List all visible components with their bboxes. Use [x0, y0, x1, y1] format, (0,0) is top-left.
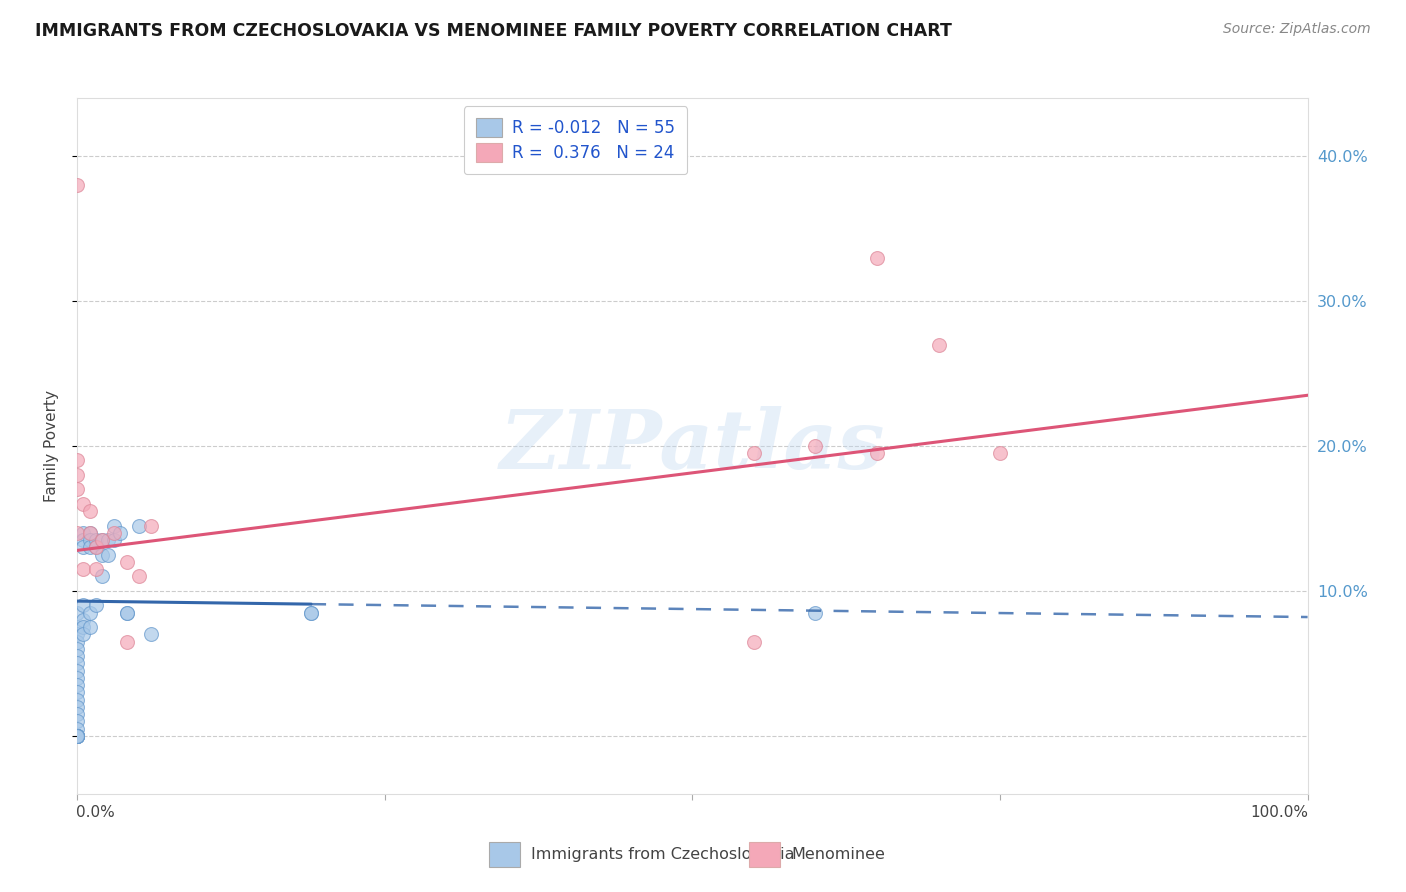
- Point: [66, 722, 89, 736]
- Point: [66, 729, 89, 743]
- Point: [66, 634, 89, 648]
- Point: [79, 525, 101, 540]
- Point: [66, 729, 89, 743]
- Point: [79, 533, 101, 548]
- Point: [66, 525, 89, 540]
- Point: [97, 548, 120, 562]
- Point: [66, 729, 89, 743]
- Point: [84, 533, 107, 548]
- Point: [72, 497, 94, 511]
- Text: ZIPatlas: ZIPatlas: [499, 406, 886, 486]
- Text: Source: ZipAtlas.com: Source: ZipAtlas.com: [1223, 22, 1371, 37]
- Point: [299, 606, 322, 620]
- Text: 0.0%: 0.0%: [76, 805, 115, 821]
- Point: [128, 569, 150, 583]
- Point: [866, 446, 889, 460]
- Point: [79, 541, 101, 555]
- Point: [804, 606, 827, 620]
- Point: [84, 541, 107, 555]
- Point: [742, 446, 765, 460]
- Point: [110, 525, 132, 540]
- Point: [72, 620, 94, 634]
- Point: [72, 525, 94, 540]
- Point: [66, 671, 89, 685]
- Y-axis label: Family Poverty: Family Poverty: [44, 390, 59, 502]
- Point: [66, 664, 89, 678]
- Point: [804, 439, 827, 453]
- Point: [141, 518, 163, 533]
- Point: [66, 620, 89, 634]
- Point: [299, 606, 322, 620]
- Point: [103, 533, 125, 548]
- Point: [115, 606, 138, 620]
- Point: [72, 599, 94, 613]
- Point: [72, 627, 94, 641]
- Point: [84, 562, 107, 576]
- Text: 100.0%: 100.0%: [1251, 805, 1309, 821]
- Point: [66, 627, 89, 641]
- Point: [84, 541, 107, 555]
- Point: [79, 504, 101, 518]
- Point: [66, 453, 89, 467]
- Point: [141, 627, 163, 641]
- Point: [66, 692, 89, 706]
- Point: [66, 729, 89, 743]
- Point: [988, 446, 1011, 460]
- Point: [66, 714, 89, 729]
- Point: [66, 657, 89, 671]
- Legend: R = -0.012   N = 55, R =  0.376   N = 24: R = -0.012 N = 55, R = 0.376 N = 24: [464, 106, 688, 174]
- Text: Menominee: Menominee: [792, 847, 886, 862]
- Point: [84, 599, 107, 613]
- Point: [866, 251, 889, 265]
- Point: [79, 620, 101, 634]
- Point: [66, 642, 89, 657]
- Point: [115, 634, 138, 648]
- Point: [72, 541, 94, 555]
- Point: [90, 569, 114, 583]
- Point: [90, 533, 114, 548]
- Point: [90, 548, 114, 562]
- Point: [103, 525, 125, 540]
- Point: [66, 707, 89, 722]
- Point: [79, 606, 101, 620]
- Point: [72, 533, 94, 548]
- Point: [66, 729, 89, 743]
- Point: [66, 729, 89, 743]
- Point: [66, 649, 89, 664]
- Point: [66, 606, 89, 620]
- Point: [66, 729, 89, 743]
- Text: Immigrants from Czechoslovakia: Immigrants from Czechoslovakia: [531, 847, 794, 862]
- Point: [90, 533, 114, 548]
- Point: [72, 562, 94, 576]
- Point: [115, 606, 138, 620]
- Point: [742, 634, 765, 648]
- Point: [103, 518, 125, 533]
- Text: IMMIGRANTS FROM CZECHOSLOVAKIA VS MENOMINEE FAMILY POVERTY CORRELATION CHART: IMMIGRANTS FROM CZECHOSLOVAKIA VS MENOMI…: [35, 22, 952, 40]
- Point: [66, 178, 89, 192]
- Point: [128, 518, 150, 533]
- Point: [66, 729, 89, 743]
- Point: [66, 467, 89, 482]
- Point: [66, 483, 89, 497]
- Point: [79, 525, 101, 540]
- Point: [928, 337, 950, 351]
- Point: [66, 678, 89, 692]
- Point: [115, 555, 138, 569]
- Point: [66, 729, 89, 743]
- Point: [66, 685, 89, 699]
- Point: [72, 613, 94, 627]
- Point: [66, 699, 89, 714]
- Point: [97, 533, 120, 548]
